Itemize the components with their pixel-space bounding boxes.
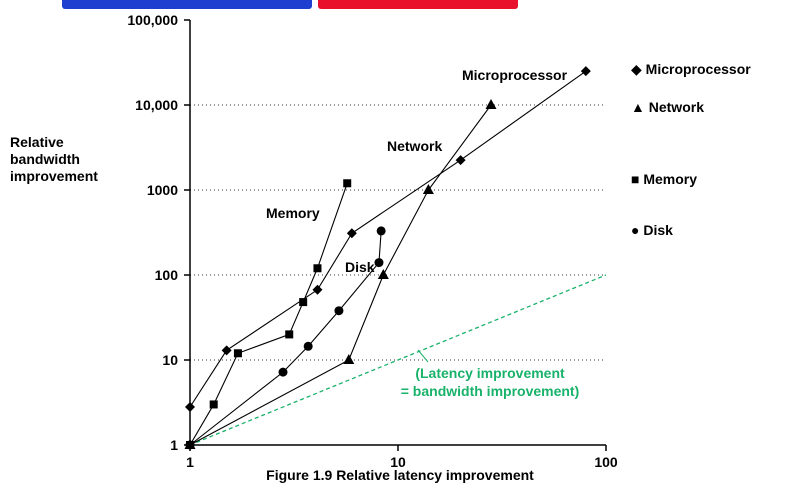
y-axis-label-line: Relative <box>10 134 64 150</box>
series-microprocessor <box>185 66 591 412</box>
legend-entry: ▲ Network <box>631 99 704 115</box>
triangle-marker <box>422 184 434 194</box>
triangle-marker <box>377 269 389 279</box>
legend-label: Microprocessor <box>646 61 752 77</box>
tick-labels: 1 10 100 1000 10,000 100,000 1 10 100 <box>127 12 618 470</box>
legend-label: Memory <box>643 171 697 187</box>
diamond-marker <box>346 228 357 239</box>
reference-line-label-line: = bandwidth improvement) <box>401 383 580 399</box>
square-marker <box>299 298 308 307</box>
axes <box>184 19 607 451</box>
square-marker <box>209 400 218 409</box>
header-strip <box>0 0 520 14</box>
x-tick-label: 1 <box>186 454 194 470</box>
circle-marker <box>278 367 288 377</box>
y-tick-label: 10,000 <box>135 97 178 113</box>
series-label-memory: Memory <box>266 205 320 221</box>
diamond-marker <box>580 66 591 77</box>
circle-marker <box>376 226 386 236</box>
reference-line <box>189 274 607 446</box>
square-marker <box>313 264 322 273</box>
y-axis-label: Relative bandwidth improvement <box>10 134 130 185</box>
series-label-network: Network <box>387 138 442 154</box>
legend-entry: ◆ Microprocessor <box>631 61 751 77</box>
y-axis-label-line: bandwidth <box>10 151 80 167</box>
circle-marker <box>374 258 384 268</box>
header-blue-bar <box>62 0 312 9</box>
triangle-marker <box>485 99 497 109</box>
y-tick-label: 100,000 <box>127 12 178 28</box>
legend-label: Disk <box>643 222 673 238</box>
square-marker <box>285 330 294 339</box>
legend-symbol: ■ <box>631 171 643 187</box>
microprocessor-line <box>189 70 587 408</box>
y-tick-label: 1 <box>170 437 178 453</box>
disk-line <box>189 230 382 446</box>
square-marker <box>343 179 352 188</box>
legend: ◆ Microprocessor ▲ Network ■ Memory ● Disk <box>631 61 751 238</box>
series-group <box>184 66 591 450</box>
legend-label: Network <box>649 99 704 115</box>
diamond-marker <box>221 345 232 356</box>
legend-symbol: ◆ <box>631 61 646 77</box>
legend-symbol: ● <box>631 222 643 238</box>
y-axis-label-line: improvement <box>10 168 98 184</box>
chart-title: Figure 1.9 Relative latency improvement <box>266 467 534 483</box>
series-network <box>184 99 497 449</box>
circle-marker <box>185 440 195 450</box>
y-tick-label: 1000 <box>147 182 178 198</box>
diamond-marker <box>312 284 323 295</box>
legend-entry: ■ Memory <box>631 171 697 187</box>
diamond-marker <box>185 401 195 412</box>
y-tick-label: 100 <box>155 267 179 283</box>
series-labels: Microprocessor Network Memory Disk <box>266 67 568 275</box>
reference-line-label: (Latency improvement = bandwidth improvem… <box>401 365 580 399</box>
square-marker <box>233 349 242 358</box>
diamond-marker <box>455 155 466 166</box>
y-tick-label: 10 <box>162 352 178 368</box>
legend-symbol: ▲ <box>631 99 649 115</box>
circle-marker <box>303 341 313 351</box>
x-tick-label: 100 <box>594 454 618 470</box>
triangle-marker <box>343 354 355 364</box>
reference-line-group: (Latency improvement = bandwidth improvem… <box>189 274 607 446</box>
reference-label-leader <box>417 349 429 363</box>
legend-entry: ● Disk <box>631 222 673 238</box>
circle-marker <box>334 306 344 316</box>
series-label-microprocessor: Microprocessor <box>462 67 568 83</box>
series-disk <box>185 226 386 450</box>
x-tick-label: 10 <box>390 454 406 470</box>
reference-line-label-line: (Latency improvement <box>415 365 565 381</box>
series-label-disk: Disk <box>345 259 375 275</box>
header-red-bar <box>318 0 518 9</box>
